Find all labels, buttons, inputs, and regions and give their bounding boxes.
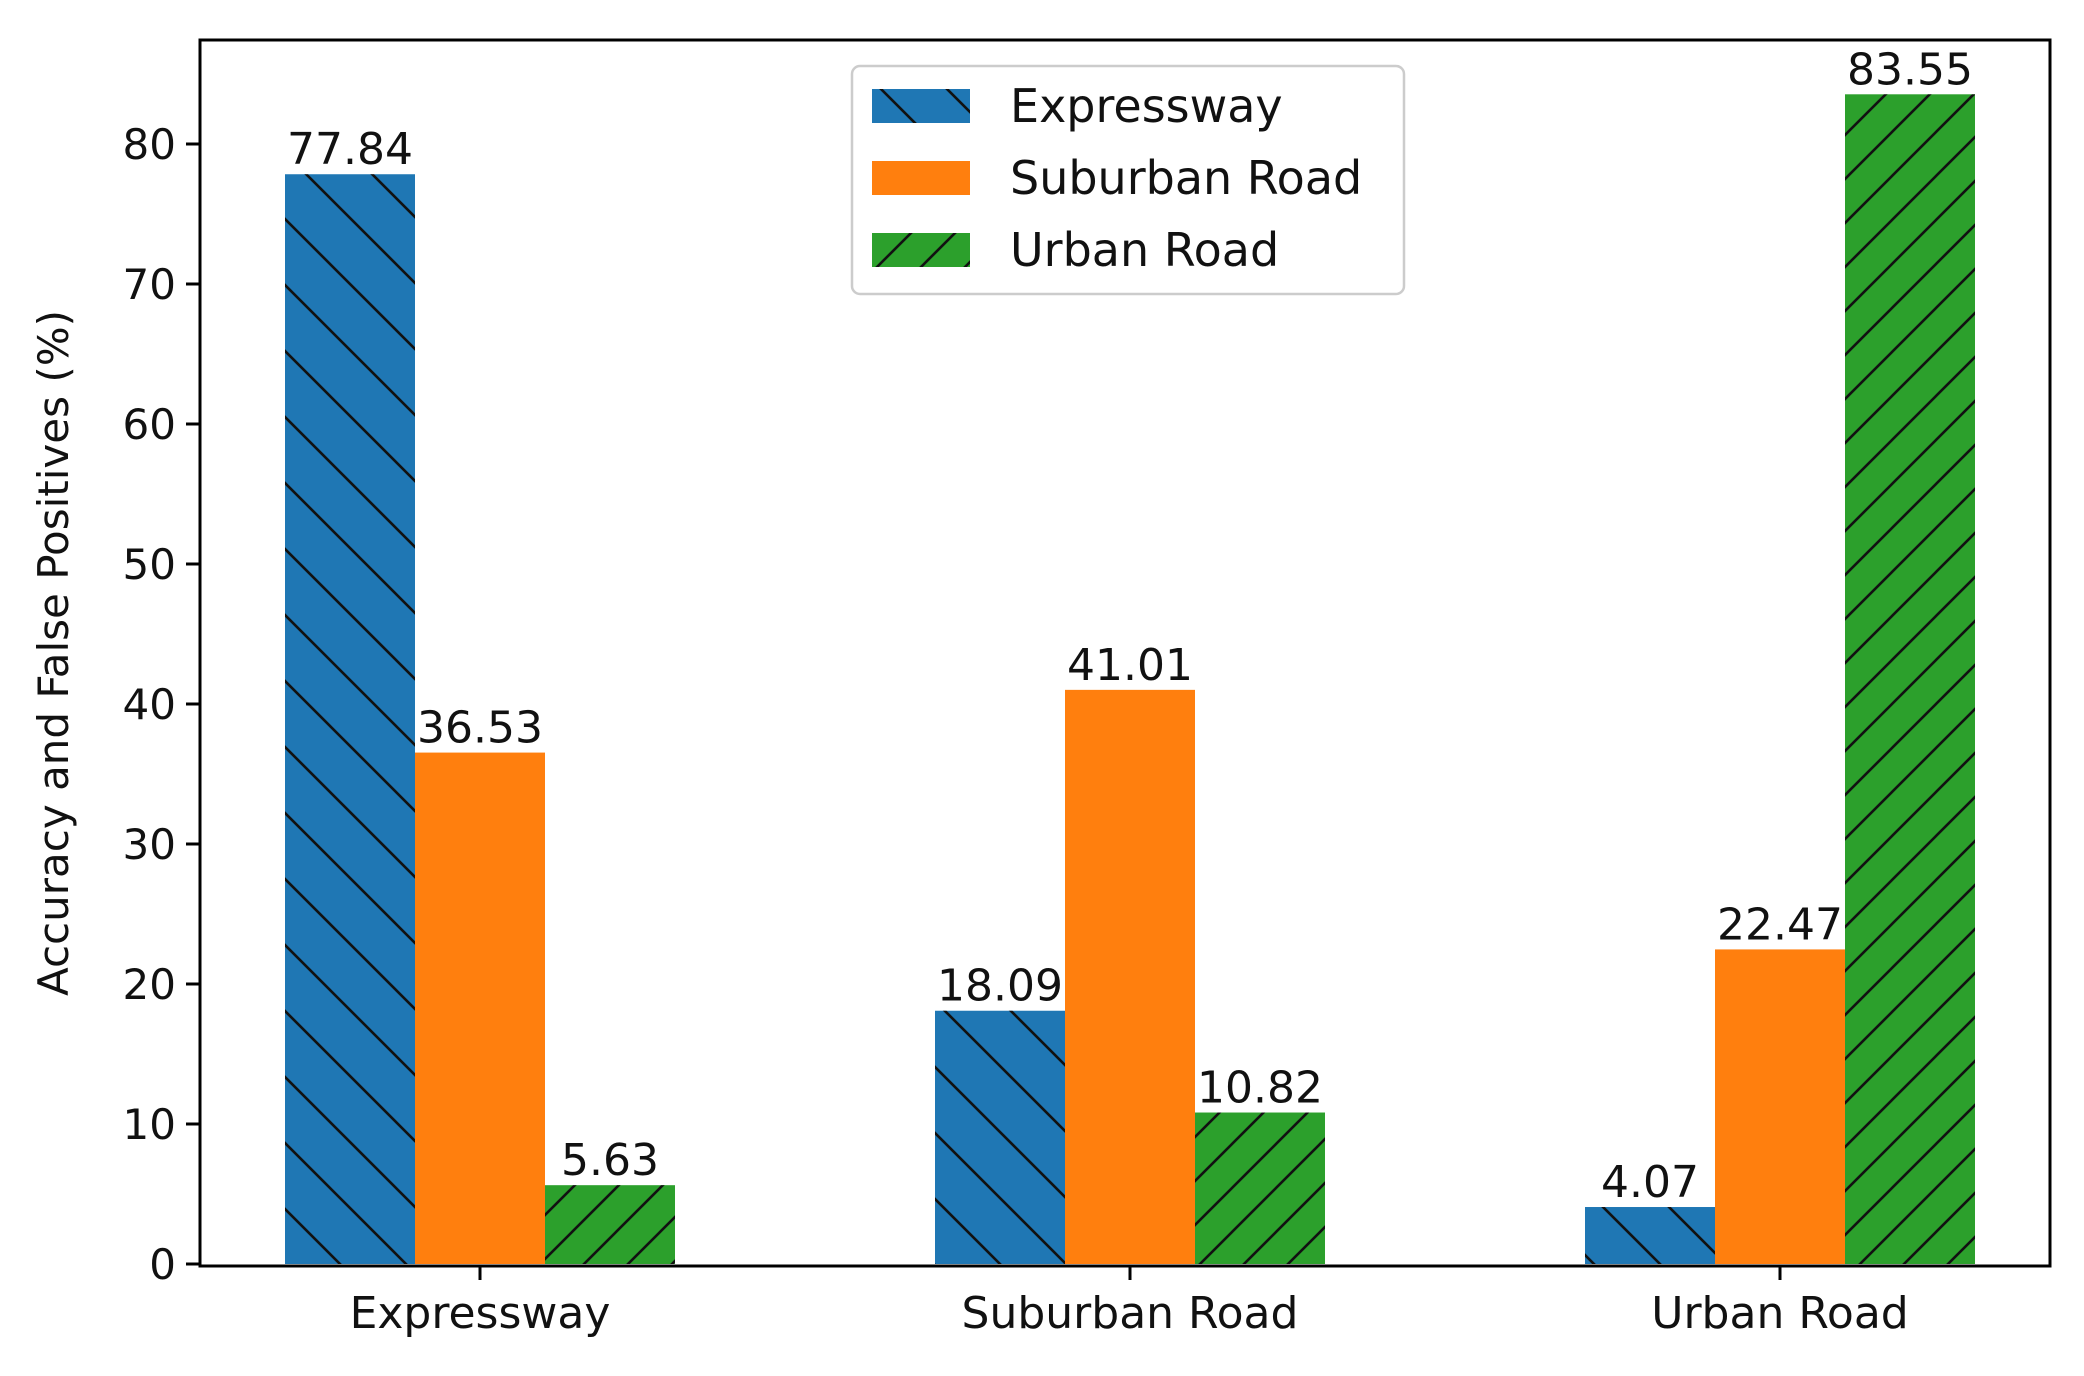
x-tick-label-expressway: Expressway	[350, 1288, 611, 1339]
data-label-suburban-road-urban-road: 22.47	[1717, 899, 1843, 950]
y-axis: 0 10 20 30 40 50 60 70 80	[123, 120, 200, 1289]
y-tick-label: 50	[123, 540, 176, 589]
data-labels: 77.84 18.09 4.07 36.53 41.01 22.47 5.63 10.82 83…	[287, 44, 1973, 1208]
y-tick-label: 60	[123, 400, 176, 449]
data-label-expressway-suburban-road: 18.09	[937, 961, 1063, 1012]
bar-expressway-urban-road	[1585, 1207, 1715, 1264]
data-label-suburban-road-suburban-road: 41.01	[1067, 640, 1193, 691]
y-tick-label: 80	[123, 120, 176, 169]
x-tick-label-suburban-road: Suburban Road	[962, 1288, 1299, 1339]
y-tick-label: 10	[123, 1100, 176, 1149]
y-tick-label: 40	[123, 680, 176, 729]
x-tick-label-urban-road: Urban Road	[1651, 1288, 1908, 1339]
legend-swatch-suburban-road	[872, 161, 970, 195]
data-label-expressway-urban-road: 4.07	[1601, 1157, 1699, 1208]
data-label-suburban-road-expressway: 36.53	[417, 703, 543, 754]
data-label-urban-road-expressway: 5.63	[561, 1135, 659, 1186]
data-label-urban-road-urban-road: 83.55	[1847, 44, 1973, 95]
bar-urban-road-expressway	[545, 1185, 675, 1264]
legend-label-expressway: Expressway	[1010, 79, 1283, 133]
y-axis-label: Accuracy and False Positives (%)	[29, 310, 78, 996]
bar-urban-road-suburban-road	[1195, 1112, 1325, 1264]
legend-label-urban-road: Urban Road	[1010, 223, 1279, 277]
bar-expressway-expressway	[285, 174, 415, 1265]
bar-suburban-road-expressway	[415, 752, 545, 1264]
bar-expressway-suburban-road	[935, 1010, 1065, 1264]
y-tick-label: 20	[123, 960, 176, 1009]
legend-box	[850, 64, 1406, 296]
data-label-expressway-expressway: 77.84	[287, 124, 413, 175]
y-tick-label: 0	[149, 1240, 176, 1289]
y-tick-label: 70	[123, 260, 176, 309]
x-axis: Expressway Suburban Road Urban Road	[350, 1266, 1909, 1339]
bar-urban-road-urban-road	[1845, 94, 1975, 1264]
legend-item-suburban-road: Suburban Road	[872, 151, 1362, 205]
legend: Expressway Suburban Road Urban Road	[850, 64, 1406, 296]
legend-item-urban-road: Urban Road	[872, 223, 1279, 277]
legend-label-suburban-road: Suburban Road	[1010, 151, 1362, 205]
bar-suburban-road-suburban-road	[1065, 689, 1195, 1264]
data-label-urban-road-suburban-road: 10.82	[1197, 1063, 1323, 1114]
y-tick-label: 30	[123, 820, 176, 869]
bars	[285, 94, 1975, 1265]
legend-item-expressway: Expressway	[872, 79, 1283, 133]
plot-area-frame	[198, 38, 2052, 1268]
bar-suburban-road-urban-road	[1715, 949, 1845, 1264]
